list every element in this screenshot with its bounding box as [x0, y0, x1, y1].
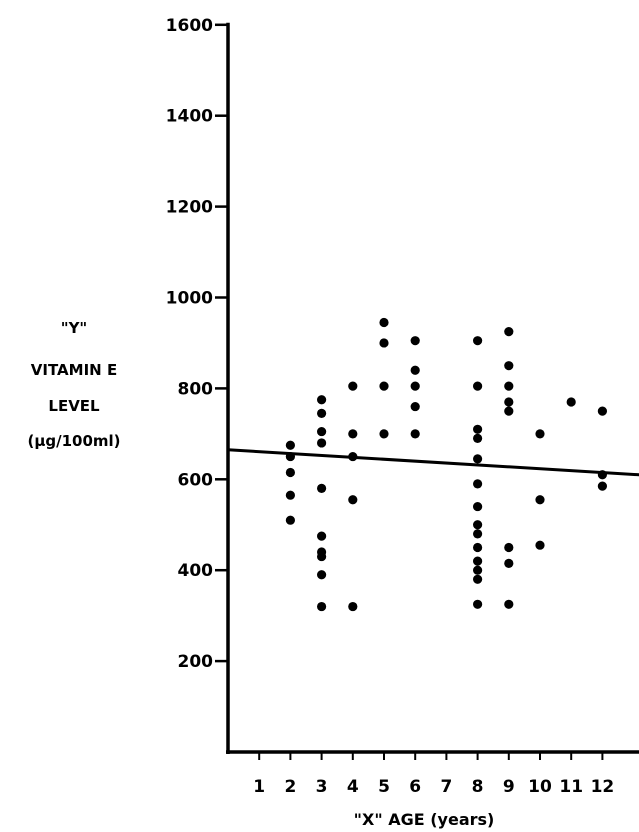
data-point	[473, 336, 483, 346]
data-point	[410, 336, 420, 346]
x-tick-label: 11	[559, 777, 583, 797]
data-point	[473, 599, 483, 609]
y-tick-label: 200	[178, 652, 214, 672]
data-point	[379, 317, 389, 328]
trend-line	[226, 448, 639, 477]
y-axis-title-line: VITAMIN E	[31, 361, 117, 379]
data-point	[348, 601, 358, 612]
y-axis-title-line: "Y"	[61, 319, 88, 337]
data-point	[348, 451, 358, 462]
data-point	[473, 501, 483, 512]
data-point	[285, 467, 295, 478]
x-tick-label: 2	[284, 777, 296, 797]
data-point	[379, 381, 389, 391]
x-tick-label: 6	[409, 777, 421, 797]
data-point	[535, 495, 545, 505]
data-point	[597, 481, 608, 491]
x-tick-label: 10	[528, 777, 552, 797]
data-point	[317, 408, 327, 418]
data-point	[504, 326, 514, 337]
x-tick-label: 12	[591, 777, 615, 797]
data-point	[473, 542, 483, 553]
data-point	[504, 558, 514, 568]
data-point	[410, 365, 420, 375]
y-axis-ticks: 200 400 600 800 1000 1200 1400 1600	[166, 16, 228, 672]
data-point	[473, 433, 483, 443]
y-tick-label: 1400	[166, 107, 213, 127]
data-point	[285, 440, 295, 450]
data-point	[504, 599, 514, 609]
data-point	[473, 565, 483, 575]
y-tick-label: 600	[178, 470, 214, 490]
x-tick-label: 3	[316, 777, 328, 797]
data-point	[473, 556, 483, 566]
data-point	[473, 574, 483, 584]
data-point	[410, 401, 420, 412]
y-tick-label: 1000	[166, 289, 213, 309]
data-point	[597, 470, 608, 480]
data-point	[379, 429, 389, 439]
data-point	[504, 542, 514, 553]
data-point	[504, 406, 514, 416]
x-axis-ticks: 1 2 3 4 5 6 7 8 9 10 11 12	[253, 752, 614, 797]
data-point	[473, 454, 483, 464]
x-tick-label: 7	[440, 777, 452, 797]
data-point	[317, 531, 327, 541]
y-tick-label: 400	[178, 561, 214, 581]
data-point	[473, 381, 483, 391]
data-point	[317, 570, 327, 580]
data-point	[317, 601, 327, 612]
x-tick-label: 1	[253, 777, 265, 797]
y-axis-title-line: (µg/100ml)	[27, 432, 120, 450]
x-tick-label: 4	[347, 777, 359, 797]
axes	[226, 22, 639, 754]
data-point	[317, 395, 327, 405]
x-axis-title: "X" AGE (years)	[354, 810, 495, 829]
data-point	[410, 381, 420, 391]
data-point	[504, 397, 514, 407]
data-point	[317, 551, 327, 562]
x-tick-label: 8	[472, 777, 484, 797]
data-point	[597, 406, 608, 416]
data-point	[285, 490, 295, 500]
data-point	[348, 381, 358, 391]
data-point	[410, 429, 420, 439]
data-points	[285, 317, 608, 612]
data-point	[317, 438, 327, 448]
y-tick-label: 1600	[166, 16, 213, 36]
data-point	[535, 429, 545, 439]
data-point	[473, 529, 483, 539]
data-point	[473, 479, 483, 489]
data-point	[473, 520, 483, 530]
data-point	[317, 483, 327, 493]
data-point	[379, 338, 389, 348]
y-axis-title: "Y" VITAMIN E LEVEL (µg/100ml)	[27, 319, 120, 450]
y-axis-title-line: LEVEL	[48, 397, 100, 415]
data-point	[566, 397, 576, 407]
data-point	[317, 426, 327, 437]
data-point	[504, 381, 514, 391]
data-point	[285, 451, 295, 462]
data-point	[348, 495, 358, 505]
data-point	[473, 424, 483, 434]
data-point	[504, 361, 514, 371]
data-point	[285, 515, 295, 525]
data-point	[348, 429, 358, 439]
y-tick-label: 800	[178, 379, 214, 399]
y-tick-label: 1200	[166, 198, 213, 218]
x-tick-label: 9	[503, 777, 515, 797]
x-tick-label: 5	[378, 777, 390, 797]
data-point	[535, 540, 545, 550]
